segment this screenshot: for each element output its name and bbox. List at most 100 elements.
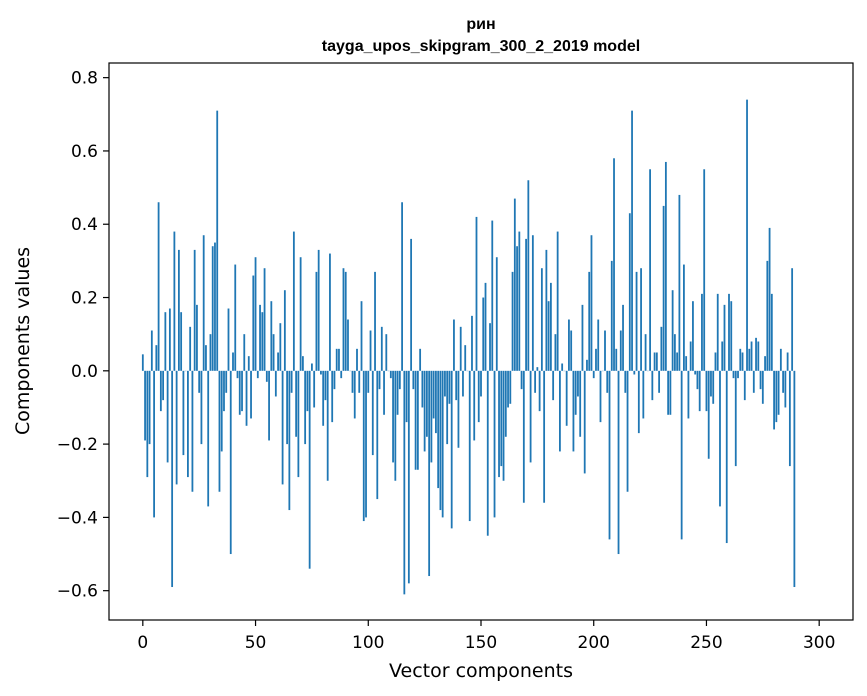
y-tick-label: 0.8 — [71, 69, 98, 89]
bar-component-207 — [608, 370, 611, 540]
bar-component-74 — [308, 370, 311, 569]
x-tick-label: 50 — [245, 633, 267, 653]
bar-component-226 — [651, 370, 654, 401]
bar-component-249 — [703, 169, 706, 371]
bar-component-237 — [676, 352, 679, 371]
bar-component-75 — [311, 363, 313, 371]
bar-component-199 — [590, 235, 593, 371]
bar-series — [141, 99, 796, 595]
bar-component-244 — [692, 301, 694, 371]
bar-component-126 — [425, 370, 428, 437]
bar-component-183 — [554, 334, 557, 371]
bar-component-161 — [504, 370, 507, 437]
bar-component-251 — [707, 370, 710, 459]
bar-component-153 — [486, 370, 489, 536]
y-tick-label: 0.2 — [71, 289, 98, 309]
bar-component-2 — [146, 370, 149, 478]
bar-component-98 — [362, 370, 365, 522]
bar-component-195 — [581, 304, 584, 371]
bar-component-217 — [631, 110, 633, 371]
bar-component-263 — [734, 370, 737, 467]
bar-component-85 — [333, 370, 336, 390]
bar-component-28 — [205, 345, 207, 371]
bar-component-201 — [595, 348, 597, 371]
x-tick-label: 150 — [465, 633, 497, 653]
bar-component-203 — [599, 370, 602, 423]
bar-component-243 — [689, 341, 692, 371]
bar-component-79 — [320, 370, 322, 375]
bar-component-12 — [168, 308, 171, 371]
bar-component-269 — [748, 348, 751, 371]
bar-component-84 — [331, 370, 334, 423]
bar-component-283 — [779, 348, 782, 371]
bar-component-254 — [714, 352, 717, 371]
bar-component-64 — [286, 370, 289, 445]
bar-component-4 — [150, 330, 153, 371]
bar-component-54 — [263, 268, 266, 371]
bar-component-21 — [189, 326, 192, 371]
bar-component-287 — [788, 370, 791, 467]
bar-component-107 — [383, 370, 385, 415]
bar-component-89 — [342, 268, 345, 371]
bar-component-106 — [380, 326, 383, 371]
bar-component-205 — [604, 330, 606, 371]
bar-component-174 — [534, 370, 537, 393]
bar-component-31 — [211, 246, 214, 371]
bar-component-221 — [640, 268, 642, 371]
bar-component-112 — [394, 370, 397, 481]
bar-component-214 — [624, 370, 627, 393]
bar-component-231 — [662, 205, 665, 371]
bar-component-52 — [259, 304, 261, 371]
bar-component-93 — [351, 370, 354, 393]
plot-area-frame — [108, 62, 854, 621]
bar-component-200 — [592, 370, 595, 379]
bar-component-117 — [405, 370, 408, 423]
bar-component-238 — [678, 194, 681, 371]
bar-component-100 — [367, 370, 370, 393]
bar-component-185 — [559, 370, 561, 452]
bar-component-1 — [144, 370, 146, 441]
bar-component-250 — [705, 370, 708, 412]
bar-component-91 — [347, 319, 349, 371]
bar-component-7 — [157, 202, 160, 371]
bar-component-111 — [392, 370, 394, 463]
bar-component-152 — [484, 282, 487, 371]
bar-component-146 — [471, 315, 473, 371]
bar-component-167 — [518, 231, 521, 371]
bar-component-236 — [673, 334, 676, 371]
bar-component-25 — [198, 370, 201, 393]
bar-component-127 — [428, 370, 431, 577]
bar-component-148 — [475, 216, 478, 371]
bar-component-276 — [764, 356, 766, 371]
bar-component-10 — [164, 312, 167, 371]
bar-component-62 — [281, 370, 284, 485]
bar-component-188 — [565, 370, 568, 426]
bar-component-122 — [416, 370, 419, 470]
bar-component-132 — [439, 370, 442, 511]
bar-component-169 — [522, 370, 525, 503]
bar-component-284 — [782, 370, 785, 393]
bar-component-124 — [421, 370, 424, 408]
bar-component-141 — [459, 326, 462, 371]
bar-component-128 — [430, 370, 433, 463]
bar-component-65 — [288, 370, 291, 511]
bar-component-9 — [162, 370, 165, 401]
bar-component-278 — [768, 227, 771, 371]
bar-component-208 — [610, 260, 613, 371]
bar-component-33 — [216, 110, 219, 371]
bar-component-34 — [218, 370, 221, 492]
y-axis-ticks: −0.6 −0.4 −0.2 0.0 0.2 0.4 0.6 0.8 — [57, 69, 109, 602]
bar-component-70 — [299, 257, 302, 371]
bar-component-248 — [701, 293, 703, 371]
bar-component-157 — [495, 257, 498, 371]
bar-component-60 — [277, 352, 279, 371]
bar-component-190 — [570, 330, 573, 371]
y-axis-label: Components values — [12, 247, 34, 435]
bar-component-68 — [295, 370, 298, 437]
bar-component-80 — [322, 370, 325, 426]
bar-component-57 — [270, 301, 273, 371]
y-tick-label: −0.2 — [57, 435, 98, 455]
bar-component-289 — [793, 370, 796, 588]
bar-component-215 — [626, 370, 629, 492]
